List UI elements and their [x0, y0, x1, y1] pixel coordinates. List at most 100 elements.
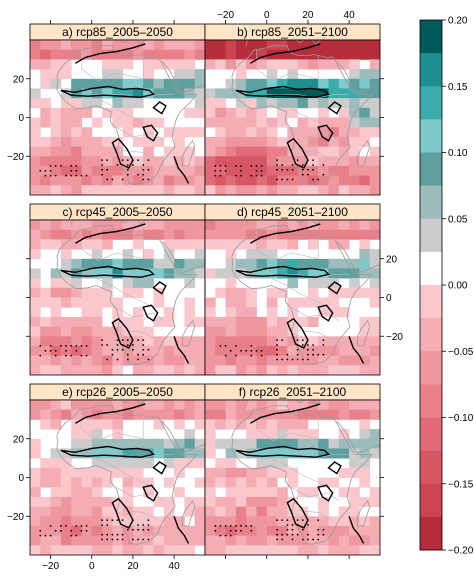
- heatmap-cell: [338, 88, 350, 99]
- heatmap-cell: [163, 316, 175, 327]
- heatmap-cell: [91, 400, 103, 411]
- heatmap-cell: [71, 496, 82, 507]
- heatmap-cell: [215, 516, 226, 527]
- heatmap-cell: [307, 165, 319, 176]
- heatmap-cell: [112, 467, 124, 478]
- colorbar-segment: [420, 152, 442, 186]
- heatmap-cell: [174, 185, 185, 195]
- heatmap-cell: [297, 40, 309, 51]
- heatmap-cell: [369, 258, 380, 269]
- heatmap-cell: [225, 78, 237, 89]
- contour-line: [74, 43, 146, 64]
- heatmap-cell: [102, 40, 113, 51]
- heatmap-cell: [50, 59, 62, 70]
- heatmap-cell: [174, 69, 185, 80]
- stipple-dot: [147, 519, 150, 521]
- heatmap-cell: [132, 467, 144, 478]
- heatmap-cell: [266, 175, 278, 186]
- heatmap-cell: [349, 78, 360, 89]
- heatmap-cell: [359, 127, 371, 138]
- heatmap-cell: [277, 136, 288, 147]
- heatmap-cells: [205, 220, 380, 375]
- heatmap-cell: [307, 88, 319, 99]
- heatmap-cell: [318, 297, 329, 308]
- heatmap-cell: [225, 175, 237, 186]
- contour-line: [235, 445, 330, 458]
- heatmap-cell: [287, 107, 299, 118]
- border-line: [81, 229, 144, 262]
- stipple-dot: [322, 344, 325, 346]
- heatmap-cell: [174, 229, 185, 240]
- heatmap-cell: [153, 355, 165, 366]
- stipple-dot: [101, 524, 103, 526]
- heatmap-cell: [71, 535, 82, 546]
- heatmap-cell: [184, 49, 196, 60]
- heatmap-cell: [266, 467, 278, 478]
- heatmap-cell: [359, 185, 371, 195]
- heatmap-cell: [318, 59, 329, 70]
- heatmap-cell: [153, 88, 165, 99]
- heatmap-cell: [102, 355, 113, 366]
- heatmap-cell: [349, 545, 360, 555]
- stipple-dot: [101, 519, 103, 521]
- stipple-dot: [235, 525, 237, 527]
- stipple-dot: [276, 358, 278, 361]
- heatmap-cell: [194, 175, 205, 186]
- stipple-dot: [70, 174, 73, 177]
- heatmap-cell: [91, 506, 103, 517]
- heatmap-cell: [122, 107, 134, 118]
- heatmap-cell: [338, 175, 350, 186]
- stipple-dot: [121, 178, 124, 181]
- heatmap-cell: [153, 40, 165, 51]
- heatmap-cell: [91, 448, 103, 459]
- stipple-dot: [291, 178, 294, 181]
- heatmap-cell: [266, 525, 278, 536]
- stipple-dot: [260, 349, 263, 352]
- stipple-dot: [39, 354, 42, 357]
- heatmap-cell: [184, 220, 196, 231]
- heatmap-cell: [225, 326, 237, 337]
- heatmap-cell: [163, 127, 175, 138]
- colorbar-segment: [420, 53, 442, 87]
- heatmap-cell: [184, 545, 196, 555]
- heatmap-cell: [132, 88, 144, 99]
- heatmap-cell: [112, 107, 124, 118]
- heatmap-cell: [112, 49, 124, 60]
- y-tick-label: 0: [18, 473, 24, 484]
- heatmap-cell: [102, 107, 113, 118]
- heatmap-cell: [132, 545, 144, 555]
- heatmap-cell: [122, 477, 134, 488]
- stipple-dot: [224, 354, 227, 357]
- heatmap-cell: [81, 229, 93, 240]
- heatmap-cell: [102, 69, 113, 80]
- heatmap-cell: [132, 307, 144, 318]
- heatmap-cell: [91, 175, 103, 186]
- heatmap-cell: [349, 175, 360, 186]
- colorbar-tick-label: 0.20: [448, 16, 468, 27]
- heatmap-cell: [91, 487, 103, 498]
- heatmap-cell: [174, 458, 185, 469]
- heatmap-cell: [132, 156, 144, 167]
- heatmap-cell: [91, 117, 103, 128]
- stipple-dot: [70, 534, 73, 537]
- stipple-dot: [80, 354, 83, 357]
- heatmap-cell: [102, 278, 113, 289]
- heatmap-cell: [205, 185, 216, 195]
- heatmap-cell: [163, 185, 175, 195]
- stipple-dot: [317, 533, 320, 536]
- heatmap-cell: [246, 355, 257, 366]
- heatmap-cell: [30, 49, 41, 60]
- heatmap-cell: [328, 117, 340, 128]
- stipple-dot: [49, 525, 52, 527]
- heatmap-cell: [307, 487, 319, 498]
- heatmap-cell: [287, 307, 299, 318]
- x-tick-label: 0: [89, 561, 95, 572]
- stipple-dot: [214, 169, 217, 172]
- heatmap-cell: [318, 78, 329, 89]
- heatmap-cell: [266, 496, 278, 507]
- heatmap-cell: [235, 400, 247, 411]
- heatmap-cell: [215, 156, 226, 167]
- contour-line: [60, 445, 155, 458]
- stipple-dot: [106, 159, 109, 162]
- heatmap-cell: [359, 365, 371, 375]
